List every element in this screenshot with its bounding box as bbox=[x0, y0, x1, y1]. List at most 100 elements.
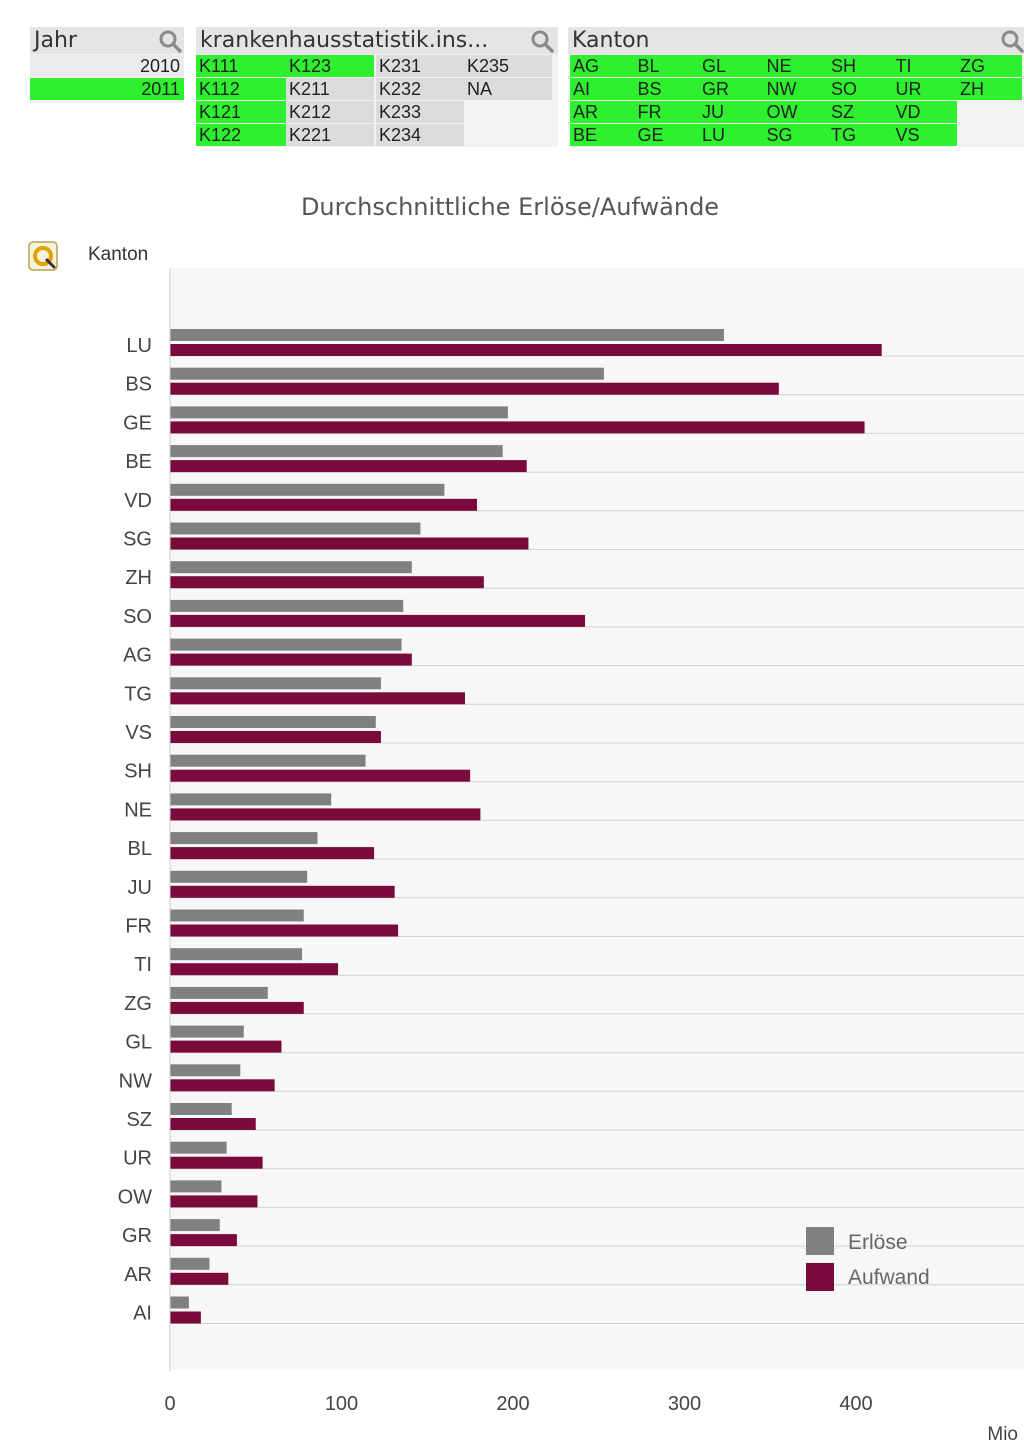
kanton-item-fr[interactable]: FR bbox=[634, 101, 699, 123]
jahr-item-2011[interactable]: 2011 bbox=[30, 78, 184, 100]
kh-item-k112[interactable]: K112 bbox=[196, 78, 286, 100]
kanton-item-ne[interactable]: NE bbox=[763, 55, 828, 77]
kanton-item-be[interactable]: BE bbox=[570, 124, 635, 146]
bar-aufwand-gl[interactable] bbox=[170, 1040, 282, 1053]
kanton-item-gl[interactable]: GL bbox=[699, 55, 764, 77]
bar-erloese-ur[interactable] bbox=[170, 1141, 227, 1154]
kh-item-k212[interactable]: K212 bbox=[286, 101, 374, 123]
kanton-item-zh[interactable]: ZH bbox=[957, 78, 1022, 100]
search-icon[interactable] bbox=[158, 29, 182, 53]
jahr-item-2010[interactable]: 2010 bbox=[30, 55, 184, 77]
bar-aufwand-sh[interactable] bbox=[170, 769, 471, 782]
kanton-item-sz[interactable]: SZ bbox=[828, 101, 893, 123]
bar-erloese-ge[interactable] bbox=[170, 406, 508, 419]
kanton-item-bl[interactable]: BL bbox=[634, 55, 699, 77]
kanton-item-ow[interactable]: OW bbox=[763, 101, 828, 123]
kh-item-k235[interactable]: K235 bbox=[464, 55, 552, 77]
bar-aufwand-lu[interactable] bbox=[170, 344, 882, 356]
bar-erloese-be[interactable] bbox=[170, 445, 503, 458]
bar-erloese-zh[interactable] bbox=[170, 561, 412, 574]
bar-aufwand-bs[interactable] bbox=[170, 382, 779, 395]
kanton-item-sh[interactable]: SH bbox=[828, 55, 893, 77]
bar-aufwand-ne[interactable] bbox=[170, 808, 481, 821]
search-icon[interactable] bbox=[1000, 29, 1024, 53]
bar-aufwand-zg[interactable] bbox=[170, 1001, 304, 1014]
kanton-item-lu[interactable]: LU bbox=[699, 124, 764, 146]
bar-aufwand-tg[interactable] bbox=[170, 692, 465, 705]
cycle-dimension-icon[interactable] bbox=[28, 241, 58, 271]
bar-aufwand-zh[interactable] bbox=[170, 576, 484, 589]
bar-aufwand-vs[interactable] bbox=[170, 731, 381, 743]
kh-item-k123[interactable]: K123 bbox=[286, 55, 374, 77]
bar-erloese-bs[interactable] bbox=[170, 367, 604, 380]
bar-erloese-ti[interactable] bbox=[170, 948, 303, 961]
kh-item-k221[interactable]: K221 bbox=[286, 124, 374, 146]
kanton-item-ai[interactable]: AI bbox=[570, 78, 635, 100]
category-label: SH bbox=[124, 761, 152, 783]
kanton-item-vs[interactable]: VS bbox=[892, 124, 957, 146]
kanton-item-ti[interactable]: TI bbox=[892, 55, 957, 77]
bar-aufwand-ur[interactable] bbox=[170, 1156, 263, 1169]
kanton-item-ju[interactable]: JU bbox=[699, 101, 764, 123]
kh-item-k122[interactable]: K122 bbox=[196, 124, 286, 146]
bar-aufwand-ag[interactable] bbox=[170, 653, 412, 666]
bar-erloese-vs[interactable] bbox=[170, 716, 376, 728]
bar-aufwand-ju[interactable] bbox=[170, 885, 395, 898]
bar-erloese-sg[interactable] bbox=[170, 522, 421, 535]
bar-erloese-nw[interactable] bbox=[170, 1064, 241, 1077]
bar-erloese-tg[interactable] bbox=[170, 677, 381, 690]
bar-aufwand-sz[interactable] bbox=[170, 1118, 256, 1130]
kh-item-k111[interactable]: K111 bbox=[196, 55, 286, 77]
bar-aufwand-sg[interactable] bbox=[170, 537, 529, 550]
bar-erloese-ow[interactable] bbox=[170, 1180, 222, 1193]
bar-erloese-vd[interactable] bbox=[170, 483, 445, 496]
bar-aufwand-ge[interactable] bbox=[170, 421, 865, 434]
kanton-item-zg[interactable]: ZG bbox=[957, 55, 1022, 77]
bar-aufwand-nw[interactable] bbox=[170, 1079, 275, 1092]
kh-item-k231[interactable]: K231 bbox=[376, 55, 464, 77]
bar-aufwand-so[interactable] bbox=[170, 614, 586, 627]
bar-erloese-so[interactable] bbox=[170, 599, 404, 612]
bar-aufwand-fr[interactable] bbox=[170, 924, 399, 937]
bar-erloese-ai[interactable] bbox=[170, 1296, 189, 1309]
kanton-item-bs[interactable]: BS bbox=[634, 78, 699, 100]
kh-item-k211[interactable]: K211 bbox=[286, 78, 374, 100]
bar-erloese-sz[interactable] bbox=[170, 1103, 232, 1115]
kanton-item-ge[interactable]: GE bbox=[634, 124, 699, 146]
kanton-item-tg[interactable]: TG bbox=[828, 124, 893, 146]
bar-erloese-ar[interactable] bbox=[170, 1257, 210, 1270]
bar-aufwand-ti[interactable] bbox=[170, 963, 339, 976]
kanton-item-ur[interactable]: UR bbox=[892, 78, 957, 100]
bar-erloese-gl[interactable] bbox=[170, 1025, 244, 1038]
bar-erloese-ne[interactable] bbox=[170, 793, 332, 806]
bar-aufwand-be[interactable] bbox=[170, 460, 527, 473]
bar-erloese-sh[interactable] bbox=[170, 754, 366, 767]
kanton-item-ag[interactable]: AG bbox=[570, 55, 635, 77]
kh-item-na[interactable]: NA bbox=[464, 78, 552, 100]
bar-aufwand-ow[interactable] bbox=[170, 1195, 258, 1208]
kh-item-k232[interactable]: K232 bbox=[376, 78, 464, 100]
bar-erloese-zg[interactable] bbox=[170, 986, 268, 999]
kanton-item-vd[interactable]: VD bbox=[892, 101, 957, 123]
kh-item-k121[interactable]: K121 bbox=[196, 101, 286, 123]
kanton-item-nw[interactable]: NW bbox=[763, 78, 828, 100]
search-icon[interactable] bbox=[530, 29, 554, 53]
bar-erloese-gr[interactable] bbox=[170, 1219, 220, 1232]
kh-item-k234[interactable]: K234 bbox=[376, 124, 464, 146]
bar-erloese-lu[interactable] bbox=[170, 329, 724, 341]
legend-label-aufwand: Aufwand bbox=[848, 1266, 930, 1289]
bar-erloese-bl[interactable] bbox=[170, 832, 318, 845]
bar-aufwand-ar[interactable] bbox=[170, 1272, 229, 1285]
bar-aufwand-vd[interactable] bbox=[170, 498, 477, 511]
bar-aufwand-ai[interactable] bbox=[170, 1311, 201, 1324]
bar-erloese-ag[interactable] bbox=[170, 638, 402, 651]
kanton-item-sg[interactable]: SG bbox=[763, 124, 828, 146]
kanton-item-gr[interactable]: GR bbox=[699, 78, 764, 100]
bar-erloese-ju[interactable] bbox=[170, 870, 308, 883]
bar-erloese-fr[interactable] bbox=[170, 909, 304, 922]
bar-aufwand-gr[interactable] bbox=[170, 1234, 237, 1247]
kanton-item-ar[interactable]: AR bbox=[570, 101, 635, 123]
bar-aufwand-bl[interactable] bbox=[170, 847, 375, 860]
kanton-item-so[interactable]: SO bbox=[828, 78, 893, 100]
kh-item-k233[interactable]: K233 bbox=[376, 101, 464, 123]
